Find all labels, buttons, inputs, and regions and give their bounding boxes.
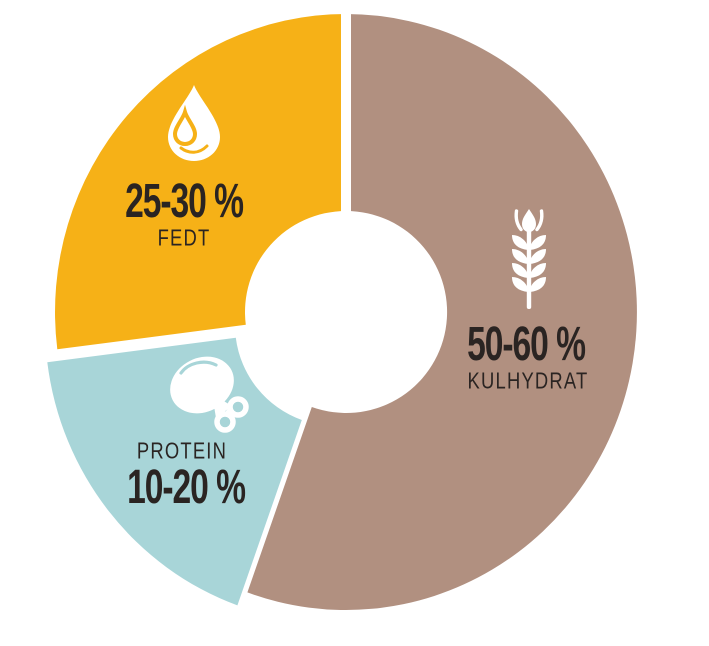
- wheat-leaf: [512, 235, 529, 250]
- carb-value-label: 50-60 %: [467, 318, 586, 371]
- slice-kulhydrat: [247, 14, 637, 610]
- wheat-leaf: [529, 263, 546, 278]
- wheat-leaf: [512, 249, 529, 264]
- drop-icon: [168, 85, 220, 161]
- fat-name-label: FEDT: [157, 224, 211, 251]
- wheat-leaf: [512, 277, 529, 292]
- donut-slices: [47, 14, 637, 610]
- drumstick-icon: [170, 356, 249, 433]
- slice-fedt: [55, 14, 347, 350]
- protein-name-label: PROTEIN: [136, 437, 228, 464]
- wheat-leaf: [529, 235, 546, 250]
- wheat-leaves: [512, 235, 546, 292]
- fat-value-label: 25-30 %: [125, 175, 244, 228]
- wheat-icon: [512, 209, 546, 309]
- wheat-leaf: [512, 263, 529, 278]
- protein-value-label: 10-20 %: [127, 461, 246, 514]
- carb-name-label: KULHYDRAT: [467, 367, 589, 394]
- wheat-leaf: [529, 249, 546, 264]
- wheat-leaf: [529, 277, 546, 292]
- slice-protein: [47, 337, 302, 606]
